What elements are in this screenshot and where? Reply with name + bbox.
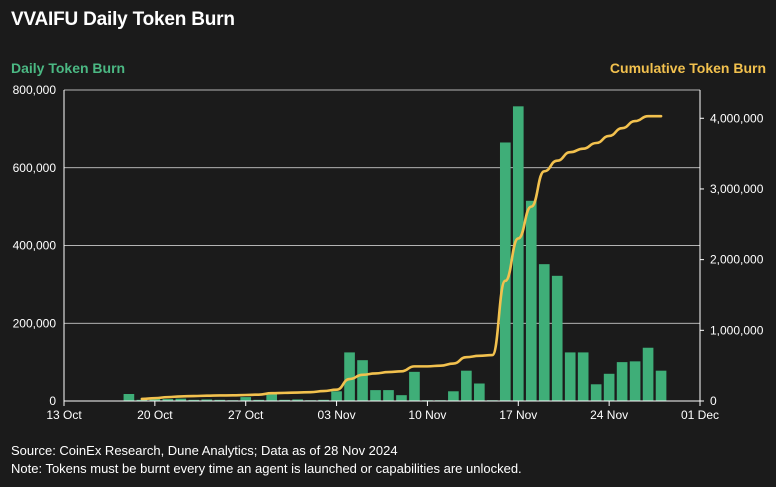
y-left-tick-label: 0 <box>49 394 56 408</box>
bar <box>499 142 511 401</box>
bar <box>253 399 265 401</box>
gridlines <box>64 89 700 324</box>
y-left-tick-label: 200,000 <box>13 316 57 330</box>
y-left-tick-label: 400,000 <box>13 239 57 253</box>
bar <box>551 275 563 401</box>
bar <box>123 394 135 401</box>
bar <box>344 352 355 401</box>
bar <box>370 390 381 401</box>
bar <box>292 399 303 401</box>
bar <box>266 394 277 401</box>
bar <box>383 390 394 401</box>
axes: 0 200,000 400,000 600,000 800,000 0 1,000,000 2… <box>13 83 764 422</box>
bar <box>564 352 576 401</box>
footnote: Note: Tokens must be burnt every time an… <box>11 461 522 476</box>
bar <box>642 347 654 401</box>
bar <box>396 395 407 401</box>
bar <box>461 370 472 401</box>
bar <box>357 360 368 401</box>
bar <box>448 391 459 401</box>
bar <box>525 200 537 401</box>
y-left-tick-label: 600,000 <box>13 161 57 175</box>
y-right-tick-label: 3,000,000 <box>710 182 764 196</box>
bar <box>655 370 667 401</box>
bar <box>603 373 615 401</box>
x-tick-label: 13 Oct <box>46 408 82 422</box>
bar <box>629 361 641 401</box>
right-series-label: Cumulative Token Burn <box>609 60 766 76</box>
bar-series <box>123 106 667 401</box>
bar <box>577 352 589 401</box>
bar <box>512 106 524 401</box>
x-tick-label: 03 Nov <box>318 408 356 422</box>
x-tick-label: 01 Dec <box>681 408 719 422</box>
source-note: Source: CoinEx Research, Dune Analytics;… <box>11 443 398 458</box>
bar <box>538 264 550 401</box>
bar <box>474 383 485 401</box>
bar <box>279 399 290 401</box>
y-left-tick-label: 800,000 <box>13 83 57 97</box>
bar <box>175 398 187 401</box>
bar <box>136 399 148 401</box>
x-tick-label: 10 Nov <box>408 408 446 422</box>
x-tick-label: 20 Oct <box>137 408 173 422</box>
y-right-tick-label: 1,000,000 <box>710 323 764 337</box>
bar <box>214 399 226 401</box>
bar <box>331 391 342 401</box>
x-tick-label: 24 Nov <box>590 408 628 422</box>
line-series <box>140 114 663 401</box>
bar <box>162 399 174 401</box>
left-series-label: Daily Token Burn <box>11 60 126 76</box>
cumulative-line <box>140 114 663 401</box>
x-tick-label: 27 Oct <box>228 408 264 422</box>
y-right-tick-label: 2,000,000 <box>710 253 764 267</box>
bar <box>616 362 628 401</box>
x-tick-label: 17 Nov <box>499 408 537 422</box>
bar <box>590 384 602 401</box>
y-right-tick-label: 4,000,000 <box>710 111 764 125</box>
bar <box>201 399 213 401</box>
bar <box>240 397 252 401</box>
bar <box>409 371 420 401</box>
bar <box>188 399 200 401</box>
bar <box>318 399 329 401</box>
chart-title: VVAIFU Daily Token Burn <box>11 9 235 30</box>
y-right-tick-label: 0 <box>710 394 717 408</box>
